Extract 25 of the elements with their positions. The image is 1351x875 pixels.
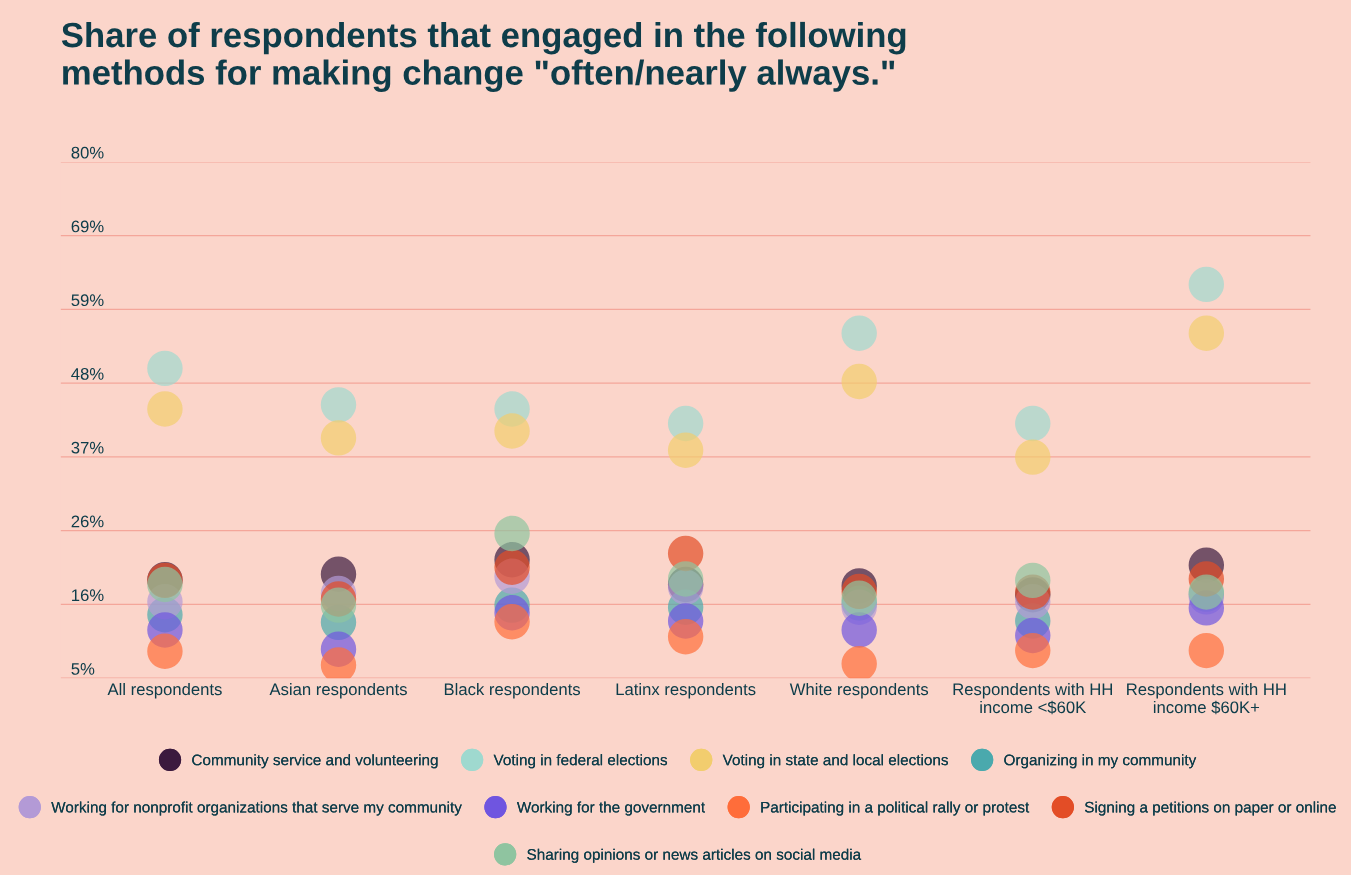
x-tick-label: Black respondents <box>444 682 581 699</box>
chart-title: Share of respondents that engaged in the following methods for making change "often/nearly always." <box>61 21 906 92</box>
legend-label: Working for nonprofit organizations that serve my community <box>51 801 462 816</box>
x-tick-label: White respondents <box>789 682 929 699</box>
y-tick-label: 26% <box>71 515 104 528</box>
x-tick-label: Latinx respondents <box>616 682 756 699</box>
y-tick-label: 37% <box>71 441 104 454</box>
y-tick-label: 59% <box>71 294 104 307</box>
legend-label: Voting in state and local elections <box>722 754 948 769</box>
legend-label: Voting in federal elections <box>493 754 668 769</box>
x-tick-label: Respondents with HH income <$60K <box>953 682 1112 715</box>
x-tick-label: Asian respondents <box>269 682 407 699</box>
legend-label: Community service and volunteering <box>192 754 438 769</box>
y-tick-label: 48% <box>71 368 104 380</box>
legend-label: Signing a petitions on paper or online <box>1084 801 1336 816</box>
y-tick-label: 5% <box>71 663 95 675</box>
x-tick-label: All respondents <box>107 682 222 699</box>
legend-label: Participating in a political rally or protest <box>761 801 1030 816</box>
y-tick-label: 80% <box>71 146 104 159</box>
legend-label: Working for the government <box>516 801 705 816</box>
legend-label: Organizing in my community <box>1004 754 1197 769</box>
y-tick-label: 16% <box>72 589 104 602</box>
legend-label: Sharing opinions or news articles on social media <box>527 848 862 863</box>
x-tick-label: Respondents with HH income $60K+ <box>1127 682 1286 715</box>
y-tick-label: 69% <box>71 220 104 233</box>
